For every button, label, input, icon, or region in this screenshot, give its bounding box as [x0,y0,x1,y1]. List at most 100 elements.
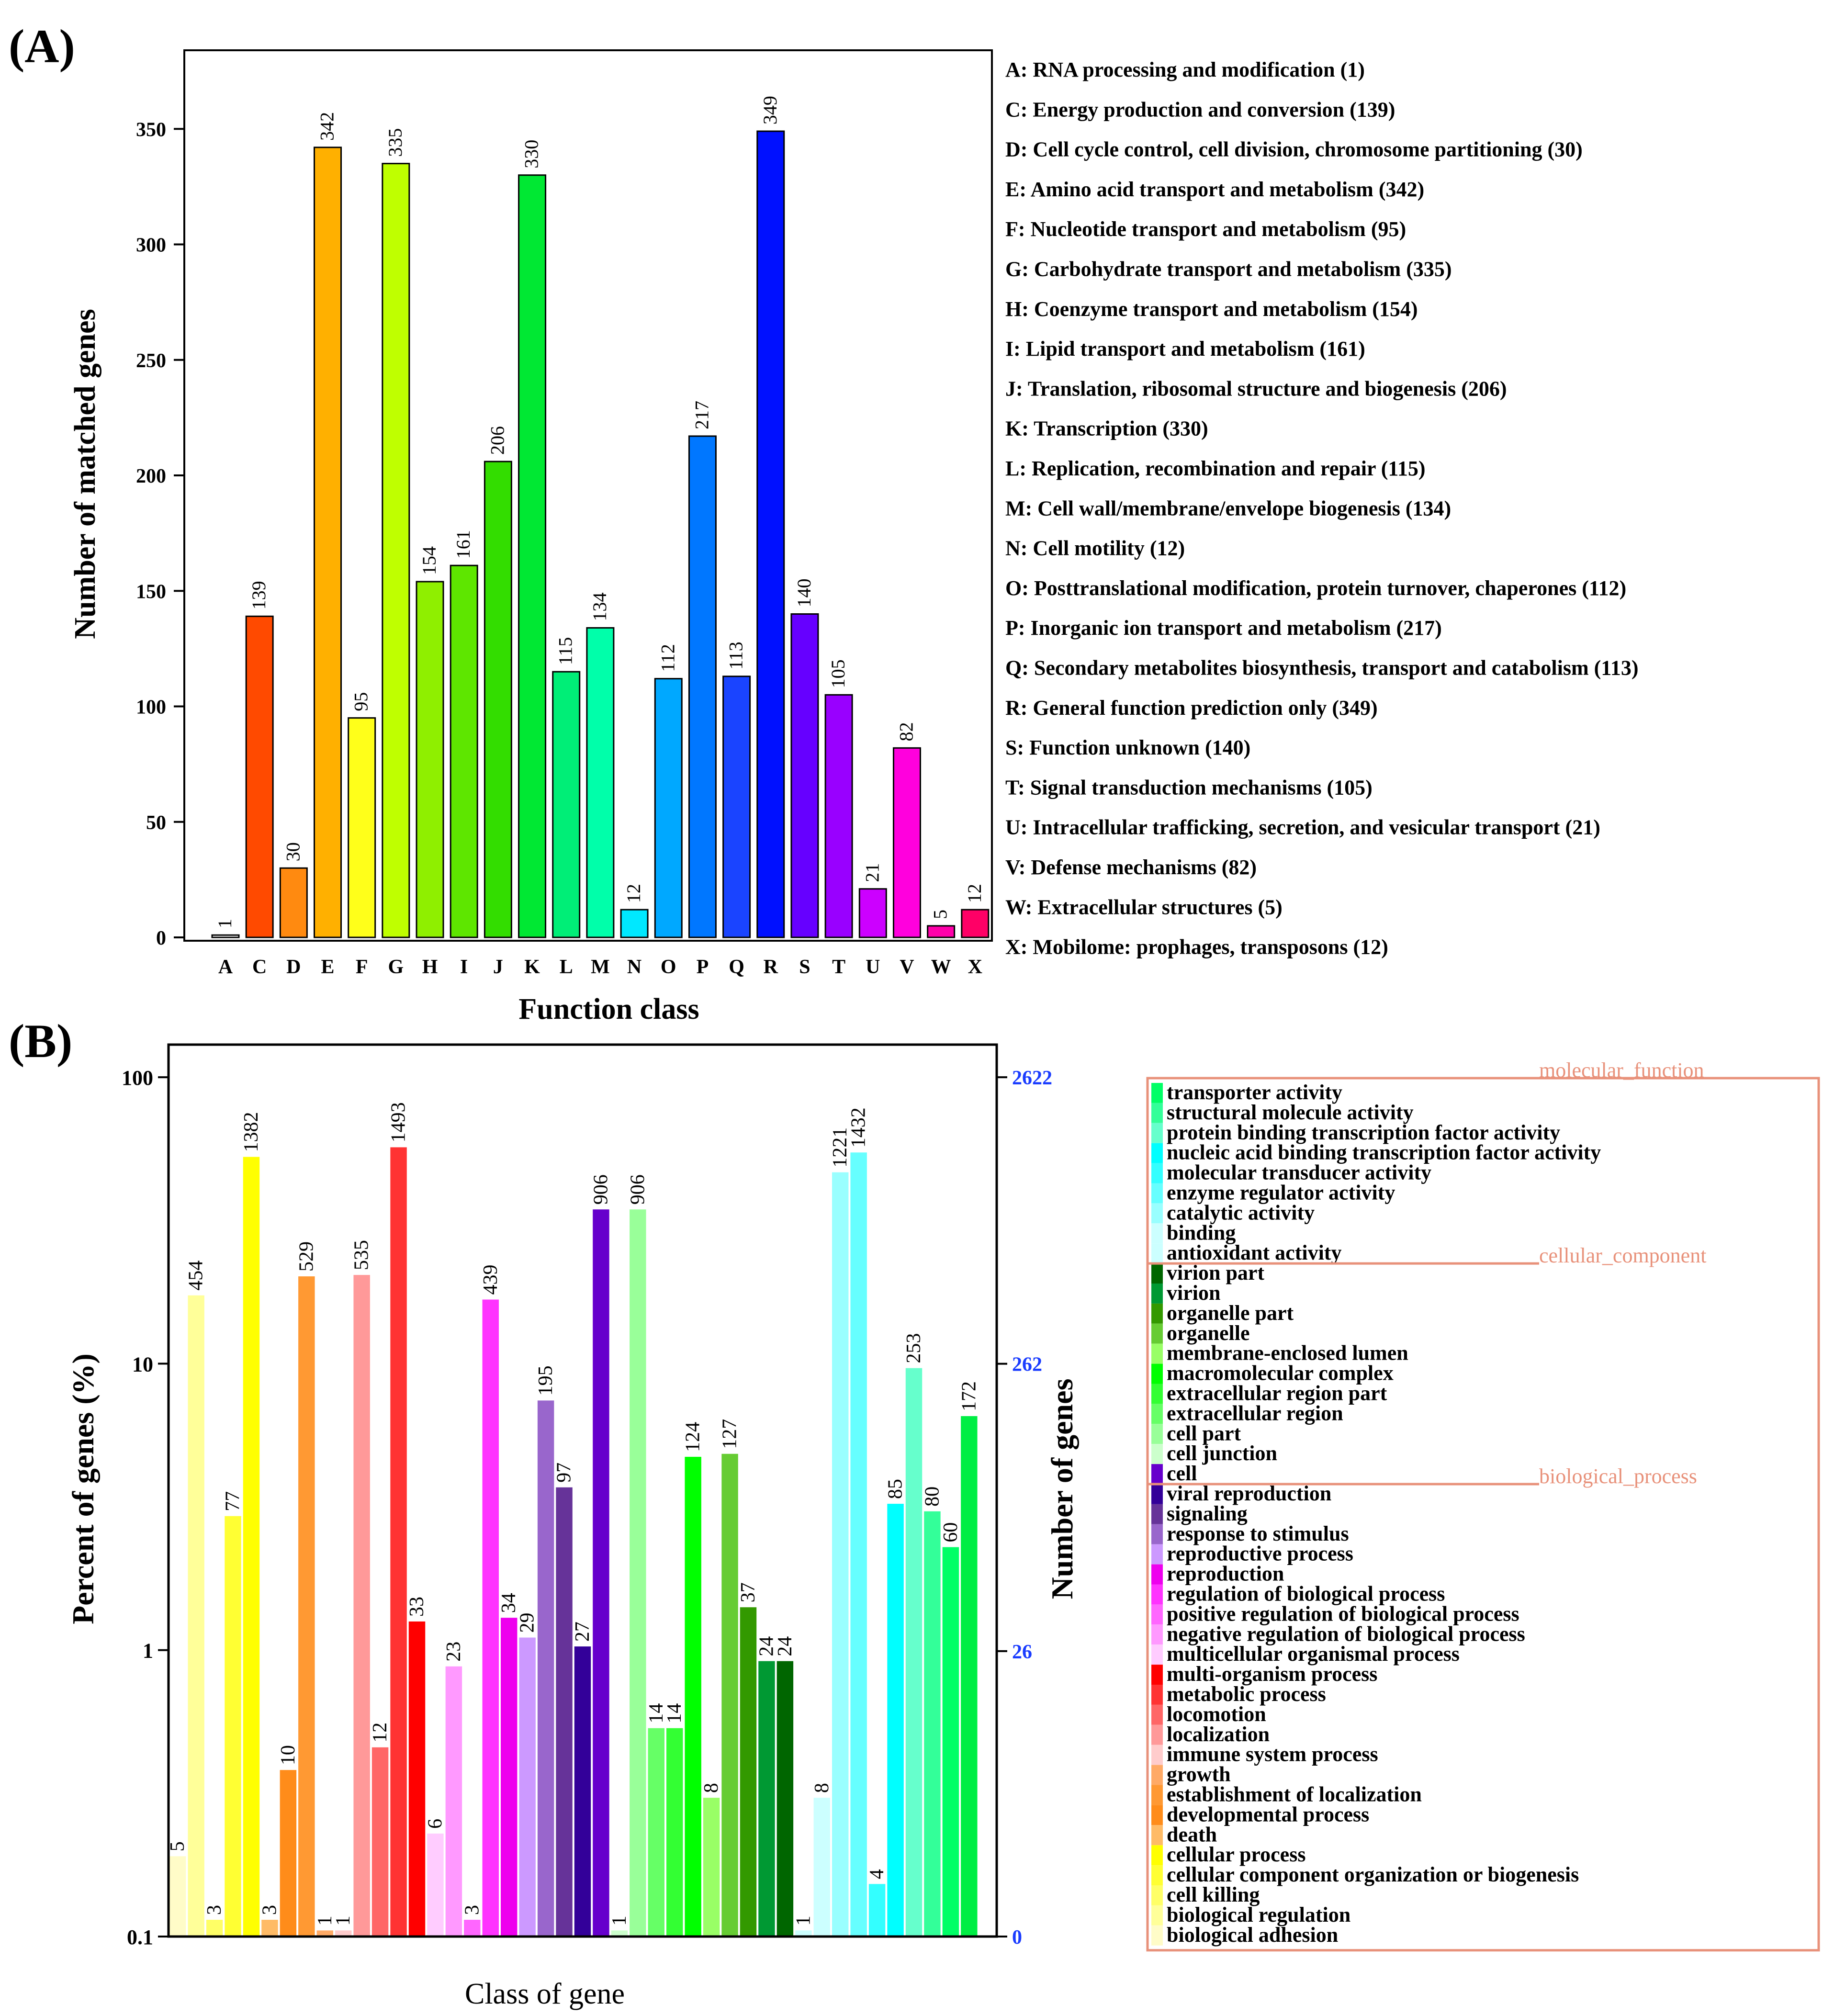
bar-value-label: 1432 [848,1107,870,1148]
legend-group-title-biological-process: biological_process [1539,1464,1697,1488]
legend-entry-j: J: Translation, ribosomal structure and … [1005,377,1507,400]
legend-label-virion-part: virion part [1167,1261,1264,1284]
legend-label-death: death [1167,1823,1217,1846]
bar-l [552,671,581,938]
panel-a-y-axis-title: Number of matched genes [69,309,101,639]
bar-value-label: 14 [645,1703,667,1723]
y-tick-label: 100 [136,697,166,719]
y-tick-label: 0 [156,927,166,949]
bar-value-label: 95 [350,692,372,711]
bar-death [261,1920,278,1937]
bar-enzyme-regulator-activity [850,1152,867,1937]
bar-response-to-stimulus [537,1400,554,1937]
bar-molecular-transducer-activity [868,1884,886,1937]
bar-value-label: 115 [555,637,576,665]
legend-entry-h: H: Coenzyme transport and metabolism (15… [1005,297,1418,321]
bar-value-label: 342 [316,112,338,141]
bar-v [892,747,921,938]
bar-value-label: 12 [369,1723,391,1743]
legend-swatch-regulation-of-biological-process [1151,1584,1163,1605]
bar-reproductive-process [519,1637,536,1937]
bar-c [245,615,274,938]
bar-h [416,581,444,938]
legend-entry-m: M: Cell wall/membrane/envelope biogenesi… [1005,496,1451,520]
legend-label-metabolic-process: metabolic process [1167,1682,1326,1706]
legend-label-molecular-transducer-activity: molecular transducer activity [1167,1161,1431,1184]
legend-swatch-organelle-part [1151,1303,1163,1324]
panel-a-label: (A) [9,20,75,73]
bar-viral-reproduction [574,1646,591,1937]
bar-establishment-of-localization [298,1276,315,1937]
bar-protein-binding-transcription-factor-activity [905,1368,923,1937]
panel-a-plot-frame [183,49,993,942]
bar-value-label: 1493 [388,1102,410,1142]
bar-value-label: 3 [259,1905,281,1915]
y-tick-label: 200 [136,465,166,487]
x-tick-label: H [422,956,438,978]
bar-virion-part [776,1661,794,1937]
legend-entry-c: C: Energy production and conversion (139… [1005,98,1395,121]
legend-label-regulation-of-biological-process: regulation of biological process [1167,1582,1445,1606]
bar-f [348,717,376,938]
bar-biological-regulation [188,1295,204,1937]
legend-label-cellular-component-organization-or-biogenesis: cellular component organization or bioge… [1167,1863,1579,1886]
bar-value-label: 60 [940,1522,962,1543]
bar-value-label: 1382 [240,1112,262,1152]
bar-value-label: 8 [811,1783,833,1793]
bar-value-label: 1 [314,1915,336,1926]
panel-b-label: (B) [9,1014,72,1068]
x-tick-label: O [661,956,676,978]
legend-swatch-virion-part [1151,1263,1163,1284]
bar-value-label: 24 [755,1636,777,1656]
legend-label-positive-regulation-of-biological-process: positive regulation of biological proces… [1167,1602,1519,1625]
legend-swatch-protein-binding-transcription-factor-activity [1151,1123,1163,1143]
legend-entry-u: U: Intracellular trafficking, secretion,… [1005,816,1600,839]
panel-a-bars: 1 139 30 342 95 335 154 161 206 330 115 134 12 112 217… [211,96,990,938]
legend-swatch-biological-adhesion [1151,1925,1163,1946]
panel-b-x-axis-title: Class of gene [465,1978,625,2010]
legend-swatch-immune-system-process [1151,1745,1163,1765]
bar-u [858,888,887,938]
x-tick-label: L [560,956,573,978]
bar-m [586,627,615,938]
legend-entry-g: G: Carbohydrate transport and metabolism… [1005,258,1452,281]
legend-label-organelle: organelle [1167,1321,1250,1345]
bar-k [518,174,547,938]
bar-g [382,163,410,938]
bar-value-label: 253 [903,1333,925,1363]
legend-label-signaling: signaling [1167,1502,1248,1525]
legend-swatch-response-to-stimulus [1151,1524,1163,1544]
bar-value-label: 30 [282,842,304,861]
bar-value-label: 5 [930,910,951,919]
legend-label-biological-adhesion: biological adhesion [1167,1923,1338,1947]
legend-swatch-developmental-process [1151,1805,1163,1825]
bar-value-label: 27 [572,1622,594,1642]
legend-entry-n: N: Cell motility (12) [1005,537,1185,560]
bar-value-label: 127 [719,1419,741,1449]
bar-value-label: 206 [486,426,508,455]
bar-positive-regulation-of-biological-process [464,1920,481,1937]
bar-transporter-activity [942,1547,959,1937]
legend-label-multi-organism-process: multi-organism process [1167,1662,1377,1686]
bar-value-label: 5 [167,1841,189,1851]
bar-n [620,909,649,938]
legend-label-locomotion: locomotion [1167,1702,1266,1726]
bar-p [688,435,717,938]
legend-label-developmental-process: developmental process [1167,1802,1369,1826]
legend-swatch-viral-reproduction [1151,1484,1163,1504]
bar-membrane-enclosed-lumen [703,1798,720,1937]
bar-extracellular-region [648,1728,664,1937]
panel-a-y-axis: 0 50 100 150 200 250 300 350 [136,119,184,949]
legend-swatch-cell-killing [1151,1885,1163,1905]
legend-label-transporter-activity: transporter activity [1167,1081,1342,1104]
legend-swatch-cellular-component-organization-or-biogenesis [1151,1865,1163,1885]
x-tick-label: V [900,956,914,978]
legend-entry-s: S: Function unknown (140) [1005,736,1250,759]
legend-label-response-to-stimulus: response to stimulus [1167,1522,1349,1545]
legend-swatch-catalytic-activity [1151,1203,1163,1224]
legend-entry-q: Q: Secondary metabolites biosynthesis, t… [1005,656,1638,680]
legend-label-viral-reproduction: viral reproduction [1167,1482,1331,1505]
